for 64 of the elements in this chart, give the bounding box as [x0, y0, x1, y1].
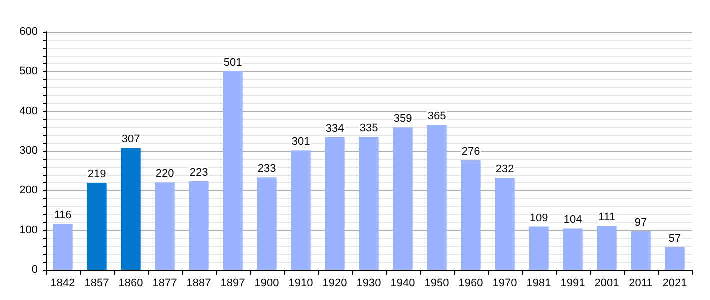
x-tick-label: 1920 [322, 278, 348, 290]
data-label: 334 [326, 123, 344, 136]
bar [529, 226, 549, 270]
y-tick-label: 0 [32, 264, 38, 276]
data-label: 220 [156, 168, 174, 180]
bar [631, 232, 651, 270]
data-label: 109 [530, 212, 548, 224]
bar [53, 224, 73, 270]
data-label: 359 [394, 113, 412, 126]
x-tick-label: 1940 [390, 278, 416, 290]
bar [155, 182, 175, 270]
bar [393, 128, 413, 270]
x-tick-label: 1860 [118, 278, 144, 290]
data-label: 57 [668, 232, 682, 245]
bar [325, 138, 345, 270]
y-tick-label: 600 [20, 26, 38, 38]
bar [223, 71, 243, 270]
bar [359, 137, 379, 270]
bar [121, 148, 141, 270]
data-label: 219 [88, 168, 106, 181]
bar [189, 182, 209, 270]
data-label: 307 [122, 134, 140, 146]
x-tick-label: 1877 [152, 278, 178, 290]
y-tick-label: 400 [20, 105, 38, 118]
y-tick-label: 300 [20, 145, 38, 157]
x-tick-label: 1981 [526, 278, 552, 290]
data-label: 97 [634, 217, 648, 230]
data-label: 232 [496, 163, 514, 176]
data-label: 111 [598, 211, 616, 224]
x-tick-label: 1960 [458, 278, 484, 290]
x-tick-label: 1930 [356, 278, 382, 290]
data-label: 104 [564, 214, 582, 226]
x-tick-label: 1910 [288, 278, 314, 290]
data-label: 501 [224, 56, 242, 69]
bar [665, 247, 685, 270]
x-tick-label: 2021 [662, 278, 688, 290]
x-tick-label: 1887 [186, 278, 212, 290]
data-label: 276 [462, 146, 480, 158]
y-tick-label: 100 [20, 224, 38, 236]
data-label: 301 [292, 136, 310, 148]
x-tick-label: 2001 [594, 278, 620, 290]
x-tick-label: 2011 [629, 278, 653, 290]
data-label: 223 [190, 167, 208, 180]
bar [563, 228, 583, 270]
x-tick-label: 1970 [492, 278, 518, 290]
data-label: 233 [258, 163, 276, 176]
data-label: 116 [54, 209, 72, 222]
bar [461, 160, 481, 270]
x-tick-label: 1897 [220, 278, 246, 290]
y-tick-label: 500 [20, 66, 38, 78]
bar [597, 226, 617, 270]
y-tick-label: 200 [20, 184, 38, 197]
bar [427, 125, 447, 270]
bar [257, 178, 277, 270]
data-label: 335 [360, 122, 378, 135]
x-tick-label: 1991 [560, 278, 586, 290]
bar [87, 183, 107, 270]
x-tick-label: 1857 [84, 278, 110, 290]
data-label: 365 [428, 110, 446, 123]
x-tick-label: 1900 [254, 278, 280, 290]
bar [495, 178, 515, 270]
bar [291, 150, 311, 270]
x-tick-label: 1950 [424, 278, 450, 290]
x-tick-label: 1842 [50, 278, 76, 290]
